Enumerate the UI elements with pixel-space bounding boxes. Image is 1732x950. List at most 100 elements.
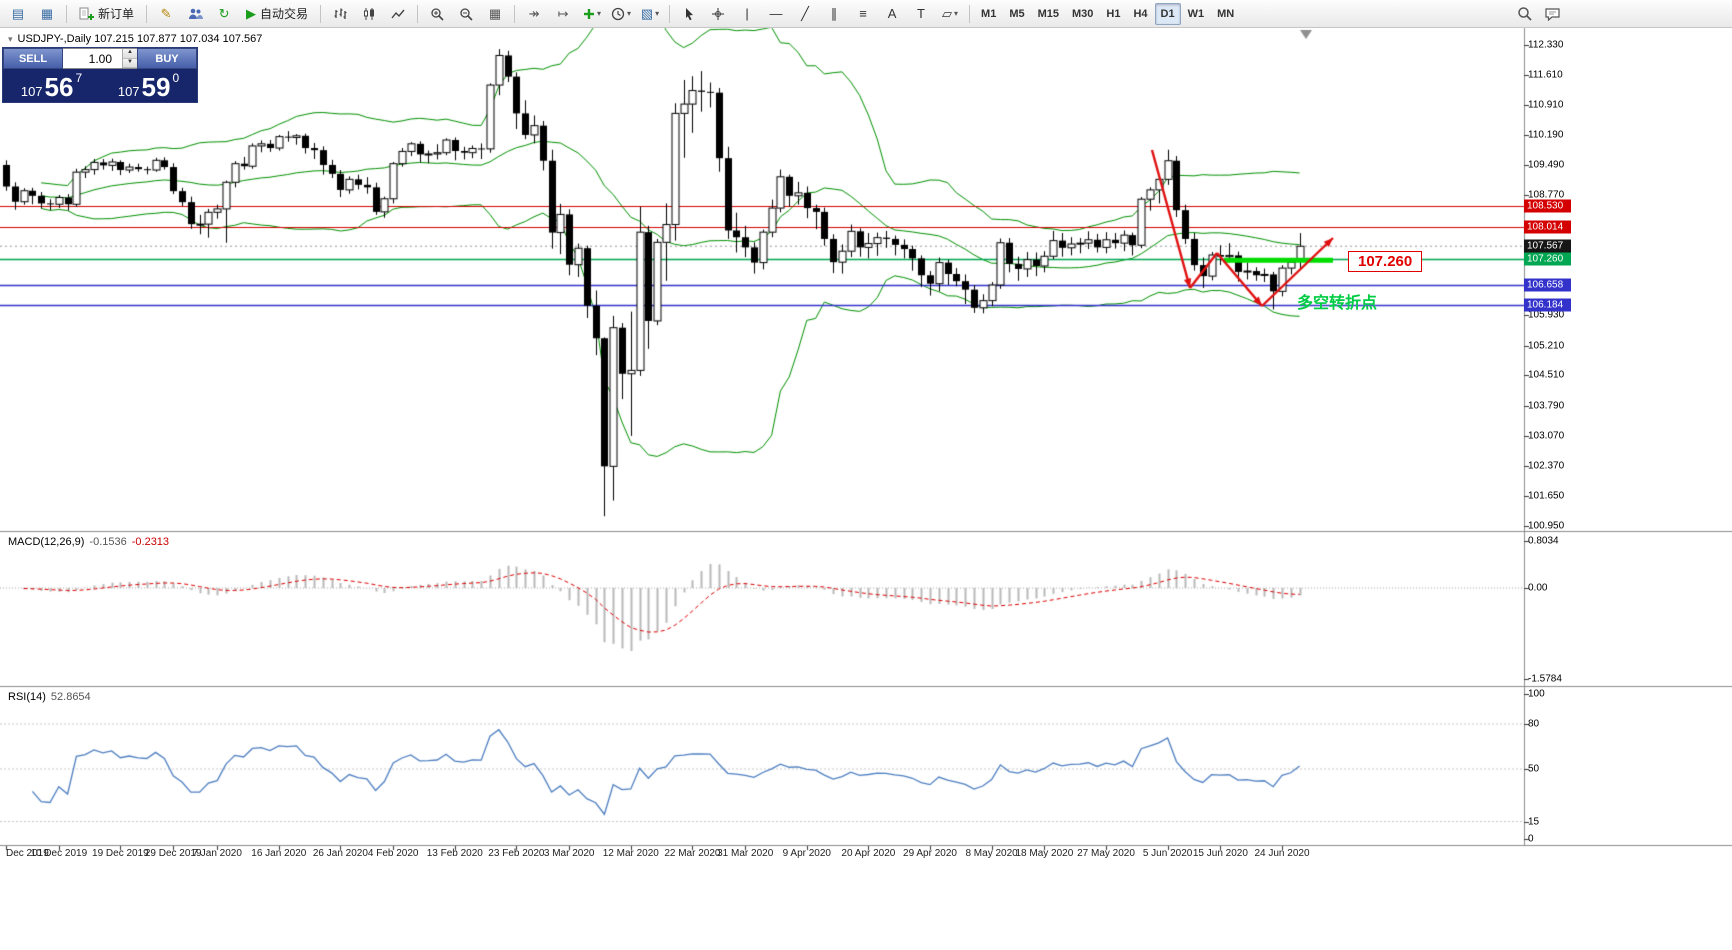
autotrading-button: ▶ — [246, 6, 257, 21]
chart-icon: ▾ — [8, 33, 13, 44]
line-chart-icon — [391, 7, 405, 21]
new-order-button[interactable]: 新订单 — [72, 2, 141, 26]
pencil-icon: ✎ — [160, 6, 172, 21]
sell-button[interactable]: SELL — [3, 48, 63, 69]
new-order-button — [79, 7, 94, 21]
timeframe-d1-button[interactable]: D1 — [1154, 2, 1181, 25]
rsi-title: RSI(14) 52.8654 — [8, 691, 91, 703]
timeframe-m30-button[interactable]: M30 — [1072, 7, 1094, 20]
text-icon[interactable]: A — [878, 2, 906, 26]
shapes-icon[interactable]: ▱ ▾ — [936, 2, 964, 26]
new-order-button-label: 新订单 — [98, 7, 135, 21]
toolbar-separator — [514, 4, 516, 23]
label-icon[interactable]: T — [907, 2, 935, 26]
crosshair-icon — [711, 7, 725, 21]
profiles-icon[interactable]: ▦ — [33, 2, 61, 26]
profiles-icon: ▦ — [40, 6, 54, 21]
toolbar-separator — [320, 4, 322, 23]
chevron-down-icon: ▾ — [627, 9, 632, 18]
fibonacci-icon: ≡ — [859, 6, 867, 21]
chevron-down-icon: ▾ — [597, 9, 602, 18]
candlestick-chart-icon[interactable] — [355, 2, 383, 26]
crosshair-icon[interactable] — [704, 2, 732, 26]
timeframe-h4-button[interactable]: H4 — [1133, 7, 1148, 20]
line-chart-icon[interactable] — [384, 2, 412, 26]
auto-scroll-icon[interactable]: ↠ — [520, 2, 548, 26]
trendline-icon[interactable]: ╱ — [791, 2, 819, 26]
chart-ohlc-readout: ▾ USDJPY-,Daily 107.215 107.877 107.034 … — [8, 33, 262, 45]
channel-icon[interactable]: ∥ — [820, 2, 848, 26]
timeframe-m15-button[interactable]: M15 — [1037, 7, 1059, 20]
auto-scroll-icon: ↠ — [528, 6, 540, 21]
text-icon: A — [887, 6, 897, 21]
label-icon: T — [917, 6, 925, 21]
pencil-icon[interactable]: ✎ — [152, 2, 180, 26]
volume-up-button[interactable]: ▲ — [123, 49, 137, 59]
volume-stepper: ▲ ▼ — [63, 48, 137, 69]
symbol-ohlc-text: USDJPY-,Daily 107.215 107.877 107.034 10… — [17, 33, 263, 45]
chevron-down-icon: ▾ — [655, 9, 660, 18]
zoom-out-icon[interactable] — [452, 2, 480, 26]
templates-button: ▧ — [640, 6, 654, 21]
toolbar-separator — [417, 4, 419, 23]
zoom-in-icon[interactable] — [423, 2, 451, 26]
zoom-in-icon — [430, 7, 444, 21]
sell-price[interactable]: 107 56 7 — [20, 71, 83, 102]
buy-price[interactable]: 107 59 0 — [117, 71, 180, 102]
fibonacci-icon[interactable]: ≡ — [849, 2, 877, 26]
toolbar-separator — [146, 4, 148, 23]
indicators-button — [583, 8, 595, 20]
channel-icon: ∥ — [830, 6, 838, 21]
price-callout-label[interactable]: 107.260 — [1348, 251, 1423, 272]
new-chart-icon[interactable]: ▤ — [4, 2, 32, 26]
cursor-icon[interactable] — [675, 2, 703, 26]
community-refresh-icon: ↻ — [218, 6, 230, 21]
turning-point-text[interactable]: 多空转折点 — [1297, 295, 1378, 312]
volume-input[interactable] — [63, 49, 115, 68]
timeframe-m1-button[interactable]: M1 — [981, 7, 997, 20]
timeframe-m5-button[interactable]: M5 — [1009, 7, 1025, 20]
vertical-line-icon[interactable]: | — [733, 2, 761, 26]
bar-chart-icon — [333, 7, 347, 21]
candlestick-chart-icon — [362, 7, 376, 21]
timeframe-mn-button[interactable]: MN — [1217, 7, 1235, 20]
bar-chart-icon[interactable] — [326, 2, 354, 26]
buy-button[interactable]: BUY — [137, 48, 197, 69]
templates-button[interactable]: ▧ ▾ — [636, 2, 664, 26]
community-refresh-icon[interactable]: ↻ — [210, 2, 238, 26]
periods-button — [611, 7, 625, 21]
shapes-icon: ▱ — [942, 6, 953, 21]
users-icon[interactable] — [181, 2, 209, 26]
search-icon[interactable] — [1510, 2, 1538, 26]
chart-shift-icon[interactable]: ↦ — [549, 2, 577, 26]
volume-down-button[interactable]: ▼ — [123, 58, 137, 68]
users-icon — [188, 7, 203, 20]
toolbar-separator — [66, 4, 67, 23]
trendline-icon: ╱ — [801, 6, 809, 21]
toolbar-separator — [969, 4, 971, 23]
macd-title: MACD(12,26,9) -0.1536 -0.2313 — [8, 536, 170, 548]
periods-button[interactable]: ▾ — [607, 2, 635, 26]
cursor-icon — [682, 7, 696, 21]
timeframe-w1-button[interactable]: W1 — [1187, 7, 1205, 20]
vertical-line-icon: | — [745, 6, 749, 21]
timeframe-h1-button[interactable]: H1 — [1106, 7, 1121, 20]
one-click-trading-panel: SELL ▲ ▼ BUY 107 56 7 107 59 0 — [2, 47, 198, 103]
feedback-icon — [1545, 7, 1561, 21]
autotrading-button[interactable]: ▶ 自动交易 — [239, 2, 315, 26]
autotrading-button-label: 自动交易 — [260, 7, 309, 21]
zoom-out-icon — [459, 7, 473, 21]
indicators-button[interactable]: ▾ — [578, 2, 606, 26]
tile-windows-icon: ▦ — [488, 6, 502, 21]
search-icon — [1517, 6, 1532, 21]
tile-windows-icon[interactable]: ▦ — [481, 2, 509, 26]
horizontal-line-icon[interactable]: — — [762, 2, 790, 26]
horizontal-line-icon: — — [769, 6, 783, 21]
toolbar: ▤ ▦ 新订单 ✎ ↻ ▶ 自动交易 ▦ ↠ ↦ ▾ ▾ ▧ ▾ | — ╱ ∥ ≡ A T ▱ ▾ M1 M5 M15 M30 H1… — [0, 0, 1732, 28]
chart-shift-icon: ↦ — [557, 6, 569, 21]
toolbar-separator — [669, 4, 671, 23]
feedback-icon[interactable] — [1539, 2, 1567, 26]
chevron-down-icon: ▾ — [954, 9, 959, 18]
